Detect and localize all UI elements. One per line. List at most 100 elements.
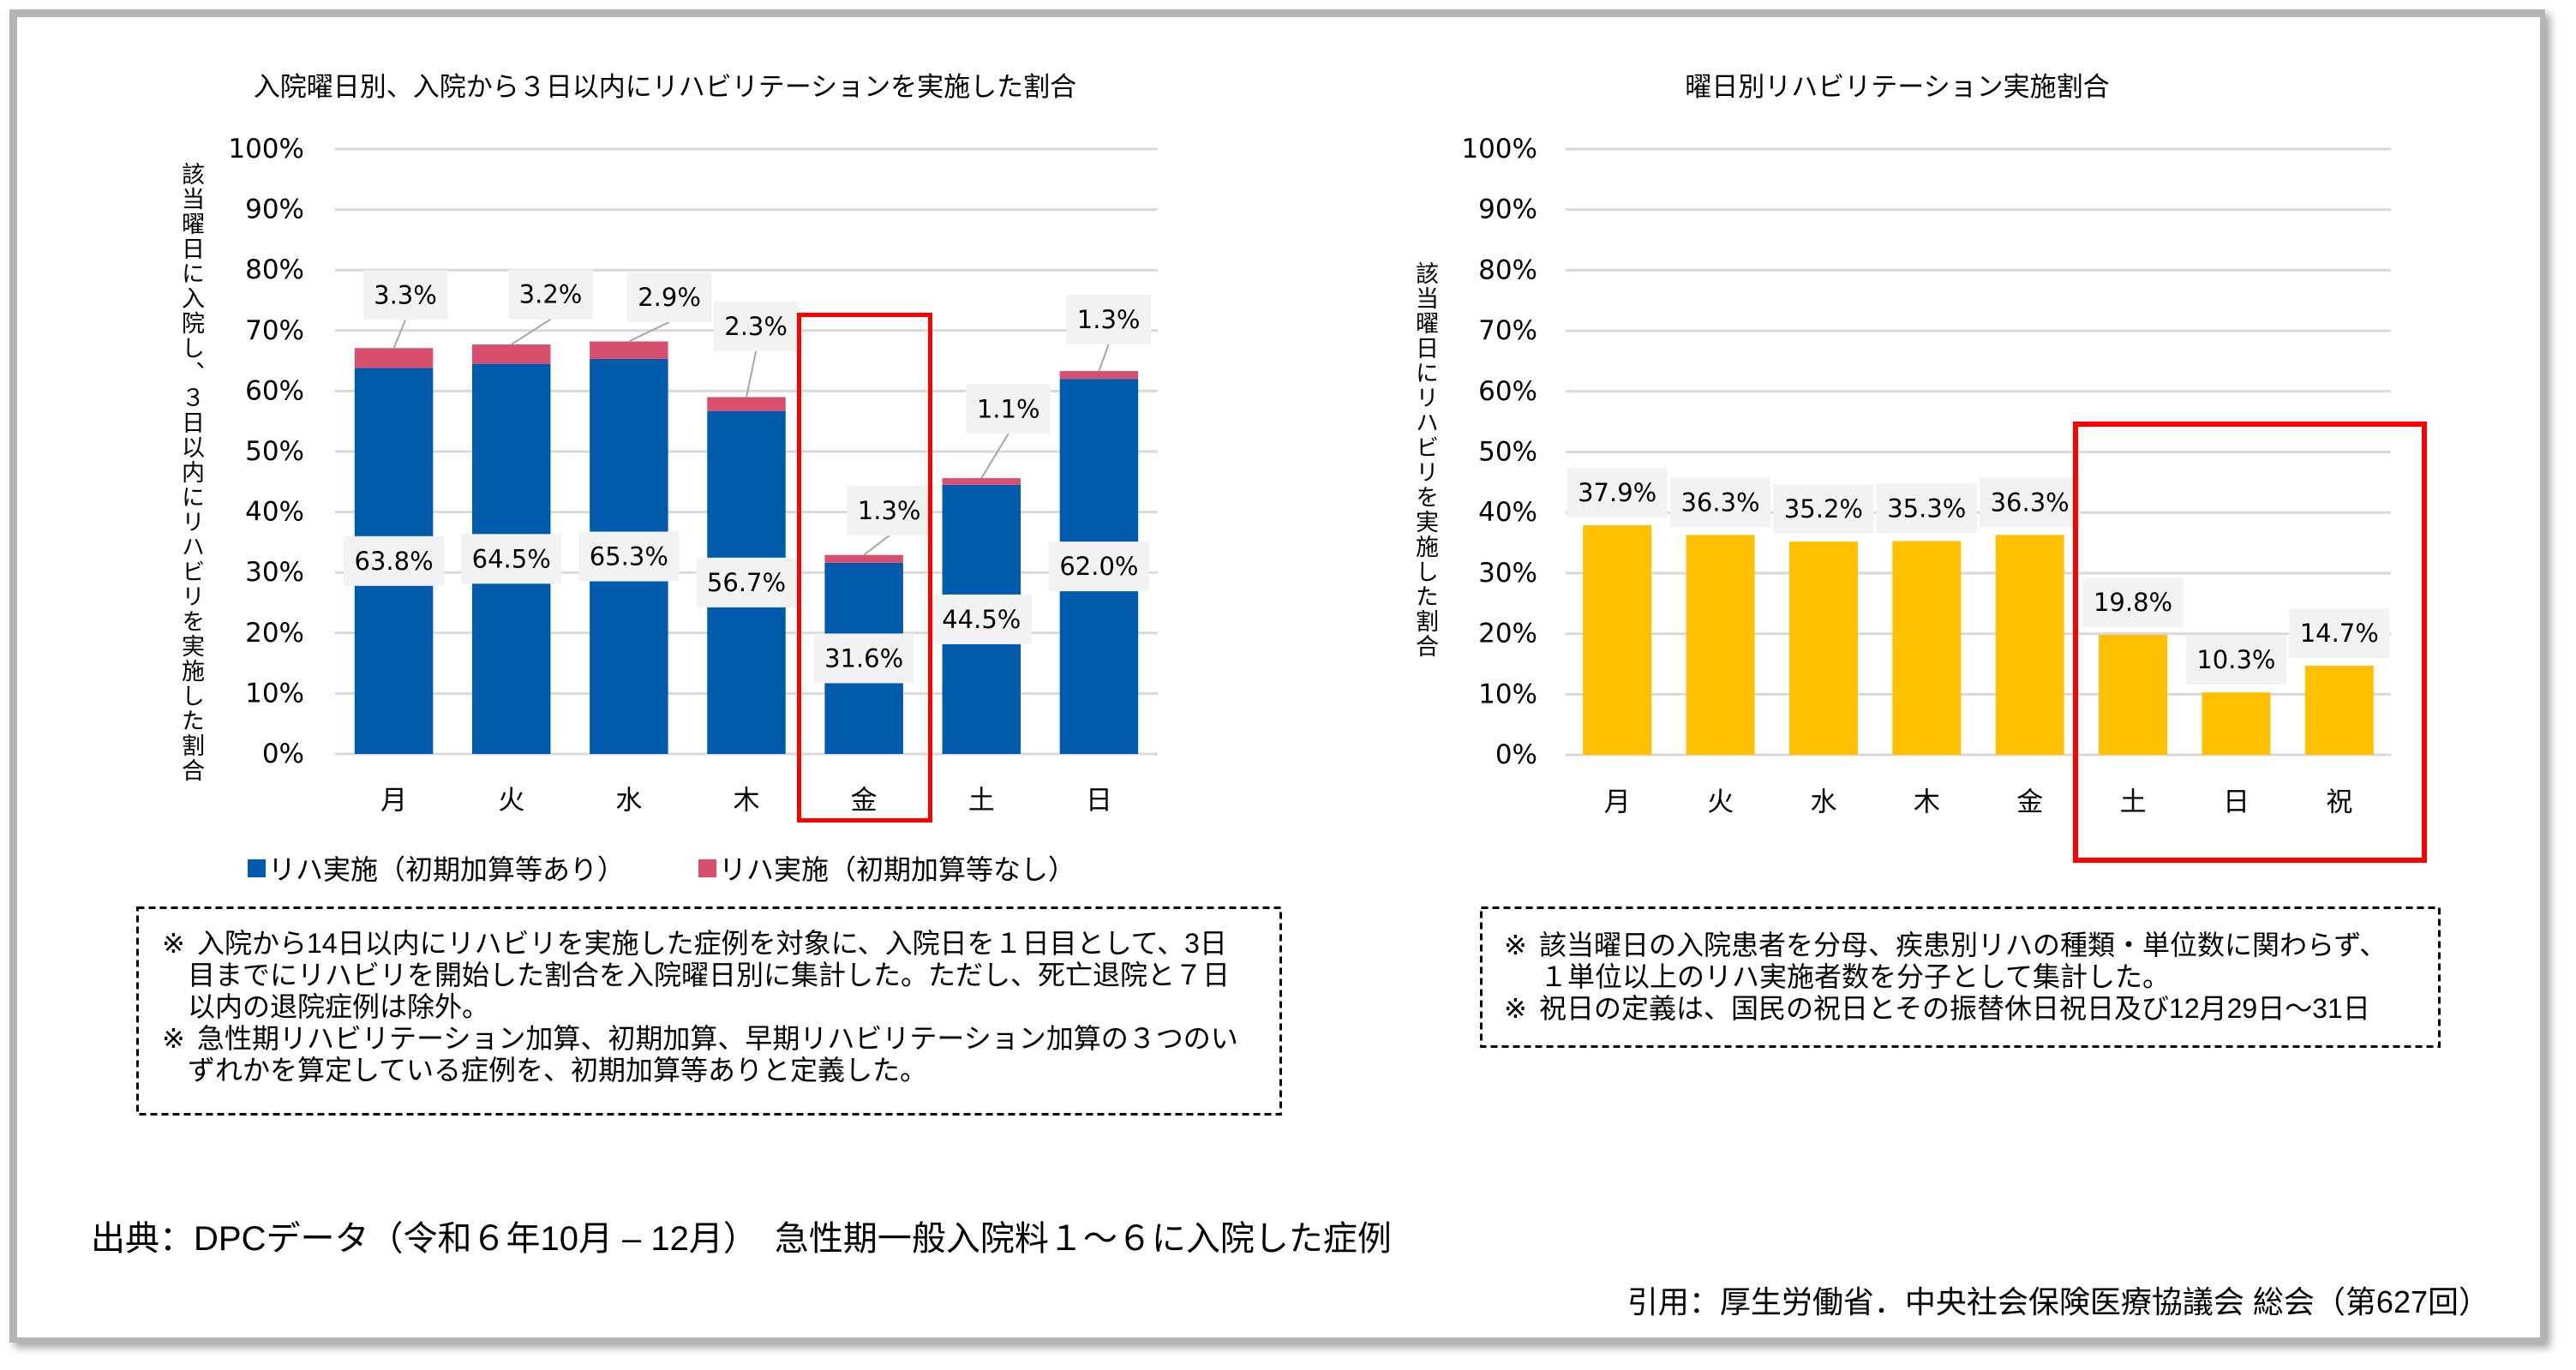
stacked-bar-segment — [942, 478, 1021, 485]
bar — [2202, 692, 2271, 755]
dashed-border — [1480, 906, 2441, 1048]
data-label: 65.3% — [578, 531, 680, 582]
data-label-text: 2.3% — [724, 312, 788, 341]
data-label-background — [1773, 484, 1874, 535]
x-tick-label: 木 — [1914, 787, 1940, 817]
data-label-background — [578, 531, 680, 582]
note-item: ※ 入院から14日以内にリハビリを実施した症例を対象に、入院日を１日目として、3日… — [162, 928, 1282, 1023]
data-label: 14.7% — [2289, 608, 2390, 659]
legend-swatch-blue — [248, 858, 266, 877]
legend-item-with-initial-addition: リハ実施（初期加算等あり） — [248, 851, 625, 885]
data-labels: 63.8% 64.5% 65.3% 56.7% 31.6% 44.5% 62.0% 3.3% 3… — [344, 269, 1151, 684]
bar — [1788, 541, 1858, 755]
data-label-leader-line — [746, 350, 758, 398]
data-label: 2.3% — [713, 301, 799, 351]
data-label-background — [1980, 477, 2081, 528]
data-label-text: 37.9% — [1578, 478, 1656, 507]
note-text: 該当曜日の入院患者を分母、疾患別リハの種類・単位数に関わらず、 — [1539, 930, 2387, 960]
data-label-text: 64.5% — [472, 544, 551, 573]
note-marker: ※ — [162, 928, 185, 959]
stacked-bar-segment — [824, 554, 903, 563]
data-label-text: 3.3% — [374, 280, 437, 309]
x-tick-label: 水 — [615, 786, 642, 816]
y-tick-label: 10% — [1478, 679, 1537, 709]
data-label-background — [2082, 577, 2184, 628]
leader-lines — [392, 318, 1110, 556]
y-tick-label: 100% — [1461, 134, 1537, 165]
data-label-text: 1.3% — [1077, 305, 1141, 334]
data-label-background — [2289, 608, 2390, 659]
note-line: ※ 入院から14日以内にリハビリを実施した症例を対象に、入院日を１日目として、3日 — [162, 928, 1282, 960]
data-label-background — [344, 535, 445, 586]
x-tick-label: 月 — [1604, 787, 1631, 817]
legend-swatch-pink — [698, 858, 716, 877]
data-label-text: 3.2% — [519, 280, 583, 309]
x-tick-label: 月 — [380, 786, 407, 816]
note-text: 入院から14日以内にリハビリを実施した症例を対象に、入院日を１日目として、3日 — [197, 928, 1227, 959]
y-tick-label: 90% — [1478, 194, 1537, 225]
data-label-text: 35.2% — [1784, 494, 1863, 523]
stacked-bar-segment — [707, 397, 786, 411]
note-item: ※ 急性期リハビリテーション加算、初期加算、早期リハビリテーション加算の３つのい … — [162, 1023, 1282, 1086]
x-tick-label: 土 — [2120, 787, 2147, 817]
data-label: 3.3% — [362, 270, 448, 320]
note-text: 急性期リハビリテーション加算、初期加算、早期リハビリテーション加算の３つのい — [197, 1023, 1238, 1054]
y-tick-label: 30% — [1478, 558, 1537, 589]
y-tick-label: 50% — [245, 436, 304, 467]
right-chart-title: 曜日別リハビリテーション実施割合 — [1685, 72, 2110, 102]
y-tick-label: 20% — [1478, 619, 1537, 649]
data-label-leader-line — [628, 320, 670, 343]
y-tick-label: 40% — [1478, 497, 1537, 528]
y-tick-label: 80% — [1478, 254, 1537, 285]
data-label-text: 1.3% — [858, 496, 921, 525]
note-line: 目までにリハビリを開始した割合を入院曜日別に集計した。ただし、死亡退院と７日 — [188, 960, 1231, 990]
bar — [2304, 666, 2374, 755]
data-label: 3.2% — [508, 269, 593, 320]
right-chart-plot: 0% 10% 20% 30% 40% 50% 60% 70% 80% 90% 100% 月 火 水 木 金 土 日… — [1461, 134, 2427, 863]
y-axis-ticks: 0% 10% 20% 30% 40% 50% 60% 70% 80% 90% 100% — [1461, 134, 1537, 770]
y-tick-label: 0% — [1495, 739, 1537, 770]
note-item: ※ 祝日の定義は、国民の祝日とその振替休日祝日及び12月29日～31日 — [1504, 993, 2441, 1025]
note-line: ※ 該当曜日の入院患者を分母、疾患別リハの種類・単位数に関わらず、 — [1504, 930, 2441, 961]
x-tick-label: 金 — [851, 786, 878, 816]
data-label-leader-line — [980, 433, 1009, 479]
data-label: 62.0% — [1048, 541, 1149, 592]
bar — [1995, 535, 2064, 755]
y-tick-label: 100% — [228, 134, 304, 165]
note-marker: ※ — [162, 1023, 185, 1054]
note-line: ずれかを算定している症例を、初期加算等ありと定義した。 — [188, 1055, 928, 1086]
note-marker: ※ — [1504, 993, 1527, 1024]
y-tick-label: 40% — [245, 497, 304, 528]
y-tick-label: 10% — [245, 678, 304, 709]
y-tick-label: 30% — [245, 557, 304, 588]
data-label-text: 63.8% — [355, 547, 434, 576]
data-label-text: 19.8% — [2094, 588, 2172, 617]
y-tick-label: 80% — [245, 254, 304, 285]
x-tick-label: 火 — [498, 786, 524, 816]
data-label-background — [1048, 541, 1149, 592]
data-label-text: 31.6% — [824, 643, 903, 673]
data-label-leader-line — [392, 320, 406, 349]
y-tick-label: 90% — [245, 194, 304, 225]
y-tick-label: 70% — [1478, 315, 1537, 346]
data-label-text: 14.7% — [2300, 619, 2379, 648]
legend-item-without-initial-addition: リハ実施（初期加算等なし） — [698, 851, 1075, 885]
data-label-background — [931, 594, 1032, 644]
y-tick-label: 60% — [245, 375, 304, 406]
data-label-background — [1066, 295, 1151, 345]
data-label-background — [696, 557, 797, 607]
data-label: 35.2% — [1773, 484, 1874, 535]
y-tick-label: 60% — [1478, 376, 1537, 407]
data-label-background — [461, 534, 562, 584]
highlight-box — [797, 313, 932, 823]
x-axis-categories: 月火水木金土日 — [380, 786, 1112, 816]
x-tick-label: 火 — [1707, 787, 1734, 817]
data-label-background — [713, 301, 799, 351]
data-label-text: 10.3% — [2196, 645, 2275, 674]
y-tick-label: 70% — [245, 315, 304, 346]
x-tick-label: 日 — [2223, 787, 2250, 817]
data-label-background — [966, 384, 1051, 434]
note-line: ※ 急性期リハビリテーション加算、初期加算、早期リハビリテーション加算の３つのい — [162, 1023, 1282, 1055]
note-line: １単位以上のリハ実施者数を分子として集計した。 — [1540, 961, 2171, 992]
stacked-bar-segment — [590, 341, 668, 359]
